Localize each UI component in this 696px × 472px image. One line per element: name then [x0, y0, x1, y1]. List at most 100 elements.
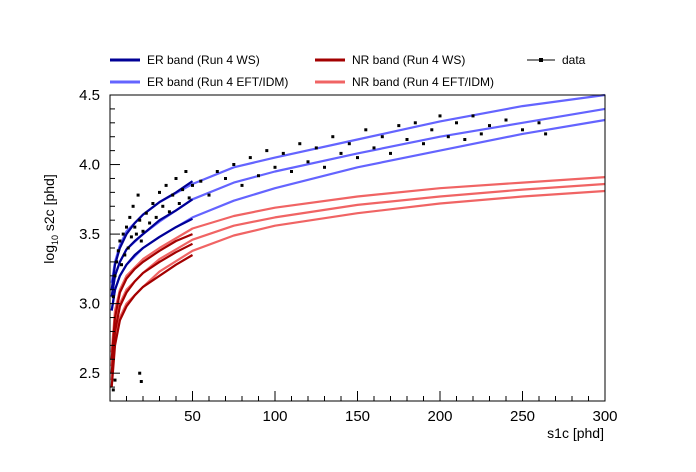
data-point-38	[232, 163, 236, 166]
data-point-6	[121, 232, 125, 236]
data-point-30	[181, 188, 185, 192]
series-line-11-lower	[110, 189, 606, 381]
data-point-8	[125, 225, 128, 229]
data-point-23	[158, 190, 161, 194]
data-point-29	[177, 202, 181, 205]
data-point-64	[446, 135, 450, 139]
data-point-35	[207, 193, 211, 197]
data-point-61	[422, 142, 425, 146]
series-line-4-median	[110, 242, 193, 374]
data-point-16	[138, 218, 142, 222]
data-point-27	[171, 193, 175, 197]
data-point-32	[187, 196, 191, 200]
x-tick-label-0: 50	[184, 408, 201, 425]
legend: ER band (Run 4 WS) NR band (Run 4 WS) da…	[110, 53, 586, 89]
data-point-75	[139, 380, 143, 383]
data-point-25	[164, 183, 168, 187]
data-point-50	[331, 135, 335, 139]
data-point-66	[463, 138, 467, 141]
y-axis: 2.5 3.0 3.5 4.0 4.5	[79, 87, 120, 402]
series-line-0-upper	[110, 180, 194, 290]
data-point-44	[281, 151, 285, 155]
x-axis: 50 100 150 200 250 300	[126, 391, 618, 425]
data-point-28	[174, 177, 178, 180]
data-point-48	[314, 146, 318, 150]
data-point-43	[273, 165, 277, 169]
data-point-3	[116, 249, 120, 253]
data-point-54	[364, 128, 368, 132]
series-line-5-lower	[110, 254, 194, 388]
data-point-63	[438, 114, 442, 118]
data-point-7	[123, 253, 127, 257]
data-point-56	[380, 135, 384, 139]
data-point-36	[215, 170, 219, 173]
data-point-77	[111, 388, 115, 392]
y-axis-label-rest: s2c [phd]	[41, 174, 57, 235]
x-tick-label-4: 250	[510, 408, 535, 425]
data-point-55	[372, 146, 376, 150]
data-point-5	[120, 263, 123, 267]
series-line-1-median	[110, 198, 194, 297]
data-point-52	[347, 142, 351, 146]
y-tick-label-1: 3.0	[79, 296, 100, 313]
data-point-14	[134, 232, 138, 236]
data-point-65	[455, 121, 458, 125]
data-point-69	[488, 124, 491, 128]
data-point-33	[191, 183, 194, 187]
x-tick-label-1: 100	[262, 408, 287, 425]
series-line-2-lower	[110, 217, 193, 311]
data-point-17	[139, 239, 143, 243]
data-point-73	[544, 132, 548, 136]
data-points-layer	[111, 114, 548, 392]
y-axis-label: log10 s2c [phd]	[41, 174, 60, 263]
y-tick-label-4: 4.5	[79, 87, 100, 104]
data-point-60	[413, 121, 417, 125]
legend-marker-data	[539, 58, 543, 62]
data-point-10	[128, 215, 132, 219]
data-point-24	[161, 204, 165, 208]
x-tick-label-2: 150	[345, 408, 370, 425]
data-point-4	[118, 239, 122, 243]
series-line-3-upper	[110, 233, 193, 360]
data-point-18	[141, 229, 145, 233]
data-point-13	[133, 225, 137, 229]
data-point-37	[224, 177, 227, 180]
x-axis-label: s1c [phd]	[547, 425, 604, 441]
data-point-31	[184, 170, 188, 173]
data-point-11	[129, 235, 133, 239]
data-point-19	[144, 211, 148, 215]
data-point-20	[148, 221, 152, 225]
y-axis-label-subscript: 10	[50, 235, 60, 245]
data-point-67	[471, 114, 475, 118]
legend-label-nr-ws: NR band (Run 4 WS)	[352, 53, 465, 67]
data-point-51	[339, 151, 343, 155]
data-point-49	[323, 165, 326, 169]
data-point-71	[521, 128, 524, 132]
series-layer	[110, 93, 606, 388]
data-point-76	[113, 378, 117, 382]
legend-label-er-ws: ER band (Run 4 WS)	[147, 53, 260, 67]
data-point-15	[136, 193, 140, 197]
data-point-42	[265, 149, 269, 153]
legend-label-data: data	[562, 53, 586, 67]
data-point-0	[111, 295, 115, 299]
data-point-70	[504, 118, 508, 122]
y-tick-label-2: 3.5	[79, 226, 100, 243]
data-point-40	[248, 156, 252, 160]
x-tick-label-3: 200	[427, 408, 452, 425]
legend-label-er-eft: ER band (Run 4 EFT/IDM)	[147, 75, 288, 89]
data-point-47	[306, 160, 310, 164]
data-point-26	[167, 210, 171, 214]
x-tick-label-5: 300	[592, 408, 617, 425]
data-point-58	[397, 124, 401, 128]
data-point-68	[479, 132, 483, 136]
data-point-9	[126, 246, 130, 250]
data-point-34	[199, 179, 203, 183]
data-point-46	[298, 142, 302, 146]
y-tick-label-3: 4.0	[79, 157, 100, 174]
legend-label-nr-eft: NR band (Run 4 EFT/IDM)	[352, 75, 494, 89]
y-axis-label-log: log	[41, 245, 57, 264]
data-point-45	[290, 170, 293, 173]
data-point-21	[151, 202, 155, 205]
